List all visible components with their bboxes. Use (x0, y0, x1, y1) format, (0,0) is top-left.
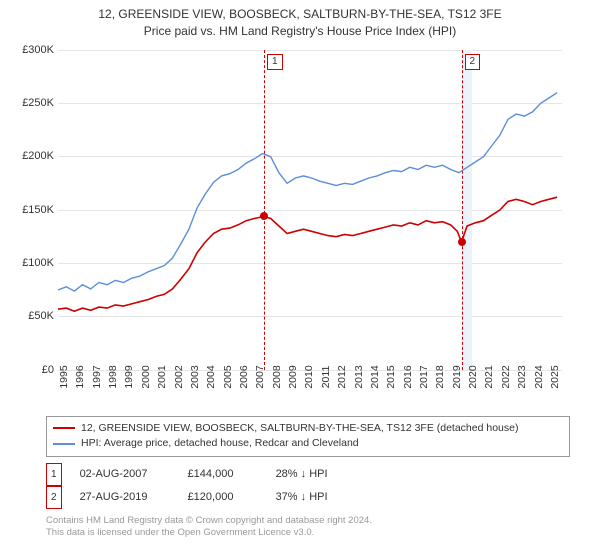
legend: 12, GREENSIDE VIEW, BOOSBECK, SALTBURN-B… (46, 416, 570, 458)
series-price_paid (58, 197, 557, 311)
transaction-dot (458, 238, 466, 246)
x-tick-label: 2025 (549, 365, 584, 388)
txn-price: £120,000 (188, 488, 258, 507)
legend-swatch (53, 443, 75, 445)
legend-label: 12, GREENSIDE VIEW, BOOSBECK, SALTBURN-B… (81, 421, 518, 437)
y-tick-label: £200K (10, 150, 54, 162)
plot-region (58, 50, 562, 370)
marker-label-box: 2 (465, 54, 481, 70)
y-tick-label: £250K (10, 97, 54, 109)
legend-swatch (53, 427, 75, 429)
plot-svg (58, 50, 562, 370)
txn-date: 02-AUG-2007 (80, 465, 170, 484)
series-hpi (58, 92, 557, 290)
txn-diff: 28% ↓ HPI (276, 465, 366, 484)
legend-row: HPI: Average price, detached house, Redc… (53, 436, 563, 452)
y-tick-label: £0 (10, 364, 54, 376)
y-tick-label: £50K (10, 310, 54, 322)
title-line1: 12, GREENSIDE VIEW, BOOSBECK, SALTBURN-B… (20, 6, 580, 23)
footer-line1: Contains HM Land Registry data © Crown c… (46, 515, 570, 527)
marker-label-box: 1 (267, 54, 283, 70)
txn-diff: 37% ↓ HPI (276, 488, 366, 507)
transaction-dot (260, 212, 268, 220)
footer-attribution: Contains HM Land Registry data © Crown c… (46, 515, 570, 540)
txn-price: £144,000 (188, 465, 258, 484)
transaction-table: 1 02-AUG-2007 £144,000 28% ↓ HPI 2 27-AU… (46, 463, 570, 509)
y-tick-label: £300K (10, 44, 54, 56)
chart-title-block: 12, GREENSIDE VIEW, BOOSBECK, SALTBURN-B… (0, 0, 600, 42)
legend-label: HPI: Average price, detached house, Redc… (81, 436, 359, 452)
table-row: 2 27-AUG-2019 £120,000 37% ↓ HPI (46, 486, 570, 509)
table-row: 1 02-AUG-2007 £144,000 28% ↓ HPI (46, 463, 570, 486)
y-tick-label: £100K (10, 257, 54, 269)
y-tick-label: £150K (10, 204, 54, 216)
txn-marker: 2 (46, 486, 62, 509)
txn-marker: 1 (46, 463, 62, 486)
title-line2: Price paid vs. HM Land Registry's House … (20, 23, 580, 40)
txn-date: 27-AUG-2019 (80, 488, 170, 507)
legend-row: 12, GREENSIDE VIEW, BOOSBECK, SALTBURN-B… (53, 421, 563, 437)
footer-line2: This data is licensed under the Open Gov… (46, 527, 570, 539)
chart-area: £0£50K£100K£150K£200K£250K£300K 12 19951… (10, 42, 570, 412)
